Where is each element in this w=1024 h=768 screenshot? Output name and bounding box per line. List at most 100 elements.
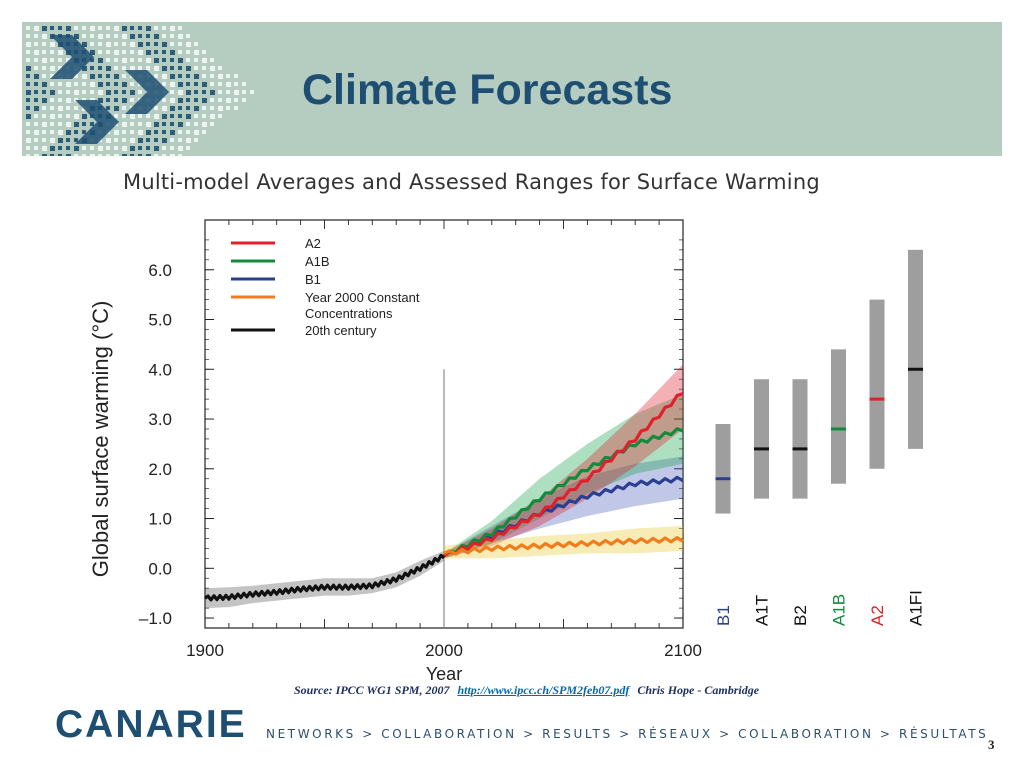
pattern-dot [74, 34, 79, 39]
pattern-dot [50, 50, 54, 54]
pattern-dot [114, 50, 119, 55]
pattern-dot [194, 66, 198, 70]
pattern-dot [226, 90, 230, 94]
pattern-dot [210, 58, 214, 62]
y-tick-label: 0.0 [148, 559, 172, 578]
pattern-dot [58, 82, 62, 86]
pattern-dot [194, 58, 198, 62]
pattern-dot [138, 154, 142, 156]
pattern-dot [178, 66, 182, 70]
pattern-dot [130, 98, 134, 102]
pattern-dot [170, 34, 174, 38]
pattern-dot [42, 66, 46, 70]
source-citation: Source: IPCC WG1 SPM, 2007 http://www.ip… [294, 683, 759, 698]
legend-label: B1 [305, 272, 321, 287]
pattern-dot [26, 154, 30, 156]
pattern-dot [162, 154, 166, 156]
header-banner: Climate Forecasts [22, 22, 1002, 156]
pattern-dot [34, 34, 38, 38]
pattern-dot [178, 50, 182, 54]
pattern-dot [186, 90, 191, 95]
pattern-dot [114, 26, 119, 31]
pattern-dot [114, 90, 118, 94]
pattern-dot [130, 82, 134, 86]
pattern-dot [122, 98, 127, 103]
pattern-dot [170, 90, 174, 94]
pattern-dot [146, 66, 150, 70]
pattern-dot [234, 90, 239, 95]
pattern-dot [114, 114, 118, 118]
pattern-dot [50, 146, 55, 151]
pattern-dot [138, 122, 142, 126]
pattern-dot [122, 106, 126, 110]
pattern-dot [114, 130, 119, 135]
pattern-dot [122, 26, 127, 31]
pattern-dot [130, 154, 134, 156]
pattern-dot [90, 154, 95, 156]
pattern-dot [122, 42, 126, 46]
pattern-dot [154, 130, 158, 134]
pattern-dot [82, 130, 86, 134]
pattern-dot [58, 66, 62, 70]
pattern-dot [82, 154, 86, 156]
pattern-dot [170, 82, 175, 87]
pattern-dot [50, 106, 54, 110]
pattern-dot [178, 146, 183, 151]
pattern-dot [106, 106, 110, 110]
pattern-dot [122, 154, 127, 156]
pattern-dot [42, 58, 47, 63]
pattern-dot [26, 50, 30, 54]
pattern-dot [82, 122, 86, 126]
series-line-20th-century [204, 553, 446, 602]
pattern-dot [58, 58, 62, 62]
x-tick-label: 2000 [425, 641, 463, 660]
pattern-dot [74, 106, 78, 110]
pattern-dot [58, 26, 62, 30]
pattern-dot [194, 74, 199, 79]
chevron-arrow [50, 35, 94, 79]
pattern-dot [66, 90, 70, 94]
pattern-dot [138, 130, 143, 135]
source-prefix: Source: IPCC WG1 SPM, 2007 [294, 683, 450, 697]
source-suffix: Chris Hope - Cambridge [637, 683, 760, 697]
pattern-dot [154, 74, 158, 78]
pattern-dot [34, 82, 38, 86]
pattern-dot [202, 90, 206, 94]
pattern-dot [210, 82, 214, 86]
pattern-dot [170, 106, 175, 111]
pattern-dot [242, 82, 246, 86]
pattern-dot [82, 90, 86, 94]
pattern-dot [186, 50, 190, 54]
pattern-dot [34, 154, 39, 156]
pattern-dot [138, 138, 143, 143]
pattern-dot [74, 138, 78, 142]
pattern-dot [130, 122, 134, 126]
legend-label: A2 [305, 236, 321, 251]
pattern-dot [66, 154, 71, 156]
pattern-dot [106, 26, 110, 30]
pattern-dot [34, 98, 38, 102]
scenario-label: A1FI [907, 590, 926, 626]
range-band-a2 [444, 364, 683, 559]
pattern-dot [186, 146, 190, 150]
pattern-dot [194, 130, 199, 135]
source-link[interactable]: http://www.ipcc.ch/SPM2feb07.pdf [457, 683, 630, 697]
pattern-dot [138, 58, 142, 62]
pattern-dot [66, 98, 71, 103]
slide-title: Climate Forecasts [302, 66, 673, 114]
pattern-dot [42, 154, 47, 156]
pattern-dot [106, 66, 111, 71]
pattern-dot [74, 114, 79, 119]
x-axis-label: Year [426, 664, 462, 684]
pattern-dot [154, 66, 159, 71]
footer-tagline: NETWORKS > COLLABORATION > RESULTS > RÉS… [266, 727, 989, 741]
pattern-dot [26, 90, 31, 95]
pattern-dot [98, 82, 103, 87]
pattern-dot [58, 154, 62, 156]
pattern-dot [34, 90, 38, 94]
pattern-dot [26, 66, 31, 71]
pattern-dot [34, 122, 38, 126]
pattern-dot [42, 146, 47, 151]
pattern-dot [226, 98, 231, 103]
pattern-dot [26, 146, 30, 150]
